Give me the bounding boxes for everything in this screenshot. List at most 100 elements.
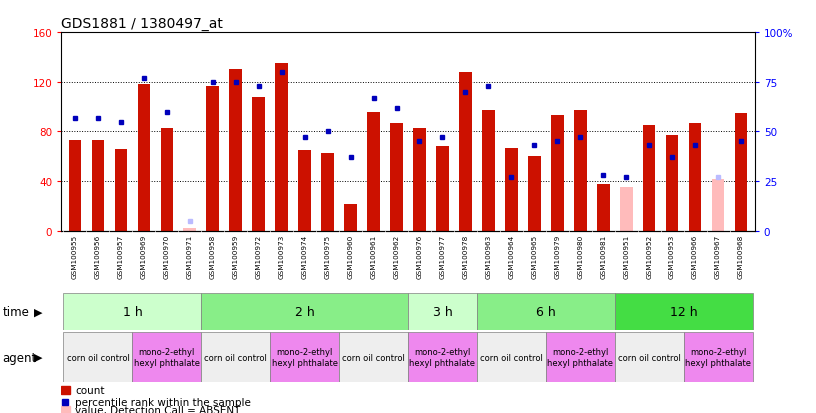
Bar [477,332,546,382]
Bar [459,73,472,231]
Bar [61,406,70,413]
Text: GSM100978: GSM100978 [463,234,468,278]
Bar [161,128,173,231]
Text: GSM100965: GSM100965 [531,234,537,278]
Bar [138,85,150,231]
Bar [684,332,752,382]
Text: GSM100969: GSM100969 [141,234,147,278]
Text: GSM100956: GSM100956 [95,234,101,278]
Text: mono-2-ethyl
hexyl phthalate: mono-2-ethyl hexyl phthalate [410,348,476,367]
Text: GSM100958: GSM100958 [210,234,215,278]
Text: GSM100961: GSM100961 [370,234,376,278]
Text: GSM100980: GSM100980 [577,234,583,278]
Bar [482,111,494,231]
Bar [574,111,587,231]
Bar [69,141,82,231]
Text: GDS1881 / 1380497_at: GDS1881 / 1380497_at [61,17,223,31]
Text: GSM100968: GSM100968 [738,234,744,278]
Bar [114,150,127,231]
Bar [596,184,610,231]
Bar [132,332,202,382]
Text: mono-2-ethyl
hexyl phthalate: mono-2-ethyl hexyl phthalate [272,348,338,367]
Text: 6 h: 6 h [536,305,556,318]
Text: GSM100952: GSM100952 [646,234,652,278]
Bar [551,116,564,231]
Bar [339,332,408,382]
Bar [734,114,747,231]
Text: GSM100957: GSM100957 [118,234,124,278]
Bar [712,179,725,231]
Text: corn oil control: corn oil control [67,353,130,362]
Text: GSM100971: GSM100971 [187,234,193,278]
Bar [275,64,288,231]
Text: GSM100962: GSM100962 [393,234,400,278]
Text: GSM100963: GSM100963 [486,234,491,278]
Text: agent: agent [2,351,37,364]
Text: GSM100970: GSM100970 [164,234,170,278]
Bar [528,157,541,231]
Text: mono-2-ethyl
hexyl phthalate: mono-2-ethyl hexyl phthalate [134,348,200,367]
Text: count: count [75,385,104,395]
Text: GSM100974: GSM100974 [302,234,308,278]
Text: GSM100973: GSM100973 [279,234,285,278]
Bar [252,97,265,231]
Text: mono-2-ethyl
hexyl phthalate: mono-2-ethyl hexyl phthalate [685,348,751,367]
Text: time: time [2,305,29,318]
Text: ▶: ▶ [34,307,42,317]
Bar [413,128,426,231]
Text: corn oil control: corn oil control [342,353,405,362]
Text: corn oil control: corn oil control [204,353,267,362]
Text: GSM100955: GSM100955 [72,234,78,278]
Text: value, Detection Call = ABSENT: value, Detection Call = ABSENT [75,406,241,413]
Bar [229,70,242,231]
Bar [270,332,339,382]
Text: GSM100981: GSM100981 [601,234,606,278]
Bar [614,293,752,330]
Bar [64,293,202,330]
Bar [505,148,517,231]
Bar [367,112,380,231]
Bar [408,293,477,330]
Text: GSM100976: GSM100976 [416,234,423,278]
Text: GSM100960: GSM100960 [348,234,353,278]
Bar [202,293,408,330]
Text: GSM100964: GSM100964 [508,234,514,278]
Bar [546,332,614,382]
Text: corn oil control: corn oil control [480,353,543,362]
Text: GSM100953: GSM100953 [669,234,675,278]
Text: GSM100977: GSM100977 [440,234,446,278]
Text: GSM100972: GSM100972 [255,234,262,278]
Text: GSM100975: GSM100975 [325,234,330,278]
Bar [91,141,104,231]
Bar [620,188,632,231]
Bar [689,123,702,231]
Text: GSM100951: GSM100951 [623,234,629,278]
Bar [436,147,449,231]
Bar [614,332,684,382]
Text: 3 h: 3 h [432,305,452,318]
Text: 2 h: 2 h [295,305,314,318]
Text: 1 h: 1 h [122,305,142,318]
Bar [299,151,311,231]
Bar [390,123,403,231]
Text: GSM100967: GSM100967 [715,234,721,278]
Bar [202,332,270,382]
Bar [184,229,196,231]
Text: percentile rank within the sample: percentile rank within the sample [75,397,251,407]
Bar [344,204,357,231]
Text: GSM100979: GSM100979 [554,234,561,278]
Bar [408,332,477,382]
Bar [64,332,132,382]
Text: ▶: ▶ [34,352,42,362]
Text: GSM100966: GSM100966 [692,234,698,278]
Bar [61,387,70,394]
Bar [643,126,655,231]
Bar [322,153,334,231]
Text: corn oil control: corn oil control [618,353,681,362]
Text: mono-2-ethyl
hexyl phthalate: mono-2-ethyl hexyl phthalate [548,348,614,367]
Text: 12 h: 12 h [670,305,698,318]
Bar [206,86,220,231]
Text: GSM100959: GSM100959 [233,234,239,278]
Bar [477,293,614,330]
Bar [666,136,678,231]
